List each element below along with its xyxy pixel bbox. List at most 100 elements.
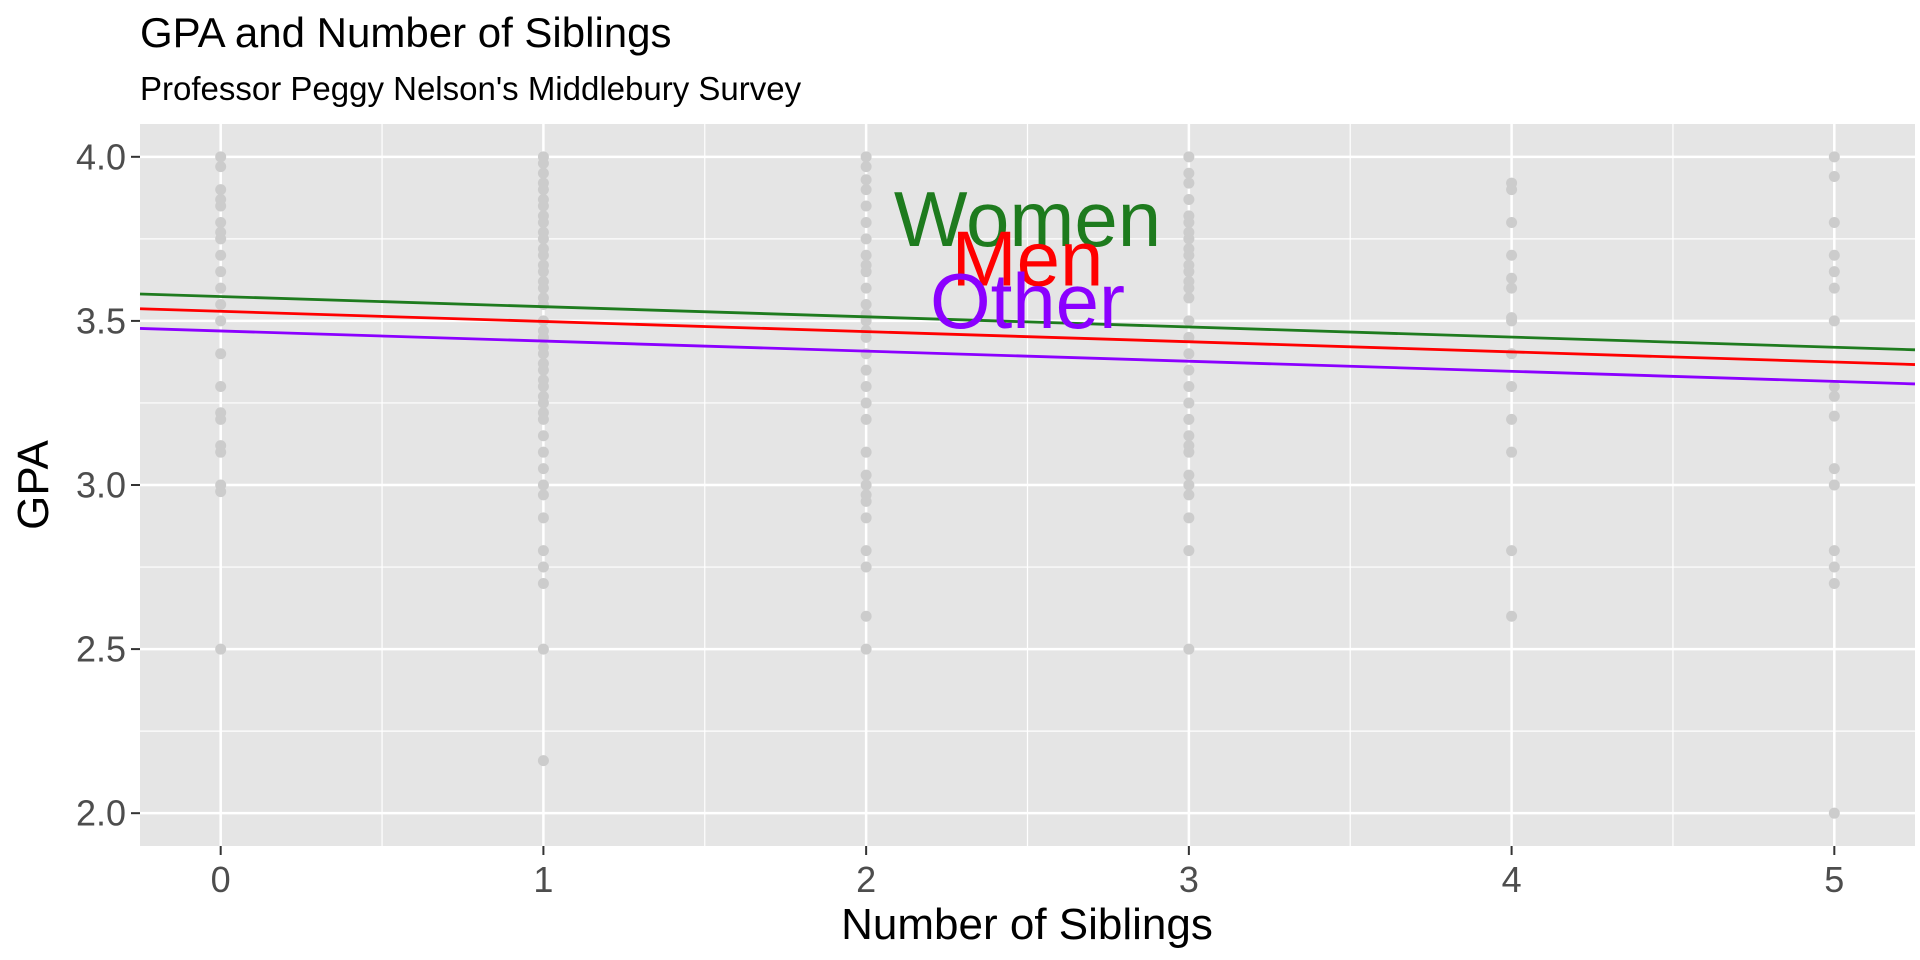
data-point bbox=[215, 486, 227, 498]
data-point bbox=[860, 397, 872, 409]
data-point bbox=[537, 430, 549, 442]
fit-line-men bbox=[139, 307, 1916, 366]
x-tick-label: 0 bbox=[211, 859, 231, 900]
data-point bbox=[860, 174, 872, 186]
x-tick-label: 1 bbox=[533, 859, 553, 900]
data-point bbox=[215, 249, 227, 261]
data-point bbox=[860, 200, 872, 212]
annotation-women: Women bbox=[894, 175, 1161, 263]
data-point bbox=[1183, 249, 1195, 261]
data-point bbox=[537, 463, 549, 475]
data-point bbox=[1183, 643, 1195, 655]
data-point bbox=[1506, 446, 1518, 458]
data-point bbox=[215, 446, 227, 458]
fit-line-women bbox=[139, 292, 1916, 352]
data-point bbox=[860, 233, 872, 245]
data-point bbox=[537, 282, 549, 294]
data-point bbox=[1506, 381, 1518, 393]
data-point bbox=[1506, 216, 1518, 228]
x-tick-label: 3 bbox=[1179, 859, 1199, 900]
data-point bbox=[537, 397, 549, 409]
data-point bbox=[1828, 266, 1840, 278]
data-point bbox=[860, 545, 872, 557]
data-point bbox=[1183, 469, 1195, 481]
data-point bbox=[1183, 512, 1195, 524]
data-point bbox=[1828, 807, 1840, 819]
data-point bbox=[215, 299, 227, 310]
y-axis-title: GPA bbox=[9, 440, 58, 530]
data-point bbox=[537, 184, 549, 196]
x-tick-label: 5 bbox=[1824, 859, 1844, 900]
data-point bbox=[537, 446, 549, 458]
data-point bbox=[1183, 446, 1195, 458]
x-axis: 0 1 2 3 4 5 bbox=[211, 846, 1844, 900]
data-point bbox=[1183, 348, 1195, 360]
annotation-men: Men bbox=[952, 215, 1104, 303]
data-point bbox=[1183, 413, 1195, 425]
data-point bbox=[537, 233, 549, 245]
data-point bbox=[215, 151, 227, 163]
y-axis: 2.0 2.5 3.0 3.5 4.0 bbox=[76, 136, 140, 834]
data-point bbox=[537, 216, 549, 228]
data-point bbox=[215, 184, 227, 196]
data-point bbox=[215, 643, 227, 655]
data-points bbox=[215, 151, 1840, 819]
x-tick-label: 2 bbox=[856, 859, 876, 900]
data-point bbox=[1183, 151, 1195, 163]
data-point bbox=[1506, 184, 1518, 196]
data-point bbox=[215, 200, 227, 212]
data-point bbox=[1183, 266, 1195, 278]
chart-title: GPA and Number of Siblings bbox=[140, 9, 672, 56]
data-point bbox=[860, 331, 872, 343]
data-point bbox=[1183, 216, 1195, 228]
data-point bbox=[215, 233, 227, 245]
data-point bbox=[860, 299, 872, 310]
data-point bbox=[1828, 390, 1840, 402]
data-point bbox=[1183, 397, 1195, 409]
data-point bbox=[1183, 167, 1195, 179]
y-tick-label: 2.0 bbox=[76, 793, 126, 834]
data-point bbox=[537, 157, 549, 169]
data-point bbox=[1183, 545, 1195, 557]
y-tick-label: 3.0 bbox=[76, 465, 126, 506]
data-point bbox=[860, 282, 872, 294]
data-point bbox=[537, 643, 549, 655]
data-point bbox=[215, 348, 227, 360]
data-point bbox=[1828, 315, 1840, 327]
data-point bbox=[860, 184, 872, 196]
data-point bbox=[860, 479, 872, 491]
data-point bbox=[860, 512, 872, 524]
data-point bbox=[860, 161, 872, 173]
data-point bbox=[860, 610, 872, 622]
data-point bbox=[537, 299, 549, 310]
data-point bbox=[860, 495, 872, 507]
data-point bbox=[1506, 272, 1518, 284]
data-point bbox=[860, 643, 872, 655]
data-point bbox=[1183, 177, 1195, 189]
data-point bbox=[537, 413, 549, 425]
data-point bbox=[1183, 233, 1195, 245]
data-point bbox=[860, 216, 872, 228]
x-tick-label: 4 bbox=[1502, 859, 1522, 900]
data-point bbox=[537, 381, 549, 393]
data-point bbox=[215, 282, 227, 294]
data-point bbox=[537, 545, 549, 557]
data-point bbox=[1506, 315, 1518, 327]
data-point bbox=[860, 249, 872, 261]
data-point bbox=[860, 151, 872, 163]
data-point bbox=[860, 413, 872, 425]
data-point bbox=[537, 755, 549, 767]
data-point bbox=[537, 364, 549, 376]
data-point bbox=[537, 249, 549, 261]
data-point bbox=[537, 561, 549, 573]
data-point bbox=[537, 577, 549, 589]
data-point bbox=[537, 479, 549, 491]
data-point bbox=[1828, 561, 1840, 573]
data-point bbox=[537, 167, 549, 179]
data-point bbox=[537, 489, 549, 501]
data-point bbox=[1828, 545, 1840, 557]
data-point bbox=[1828, 479, 1840, 491]
